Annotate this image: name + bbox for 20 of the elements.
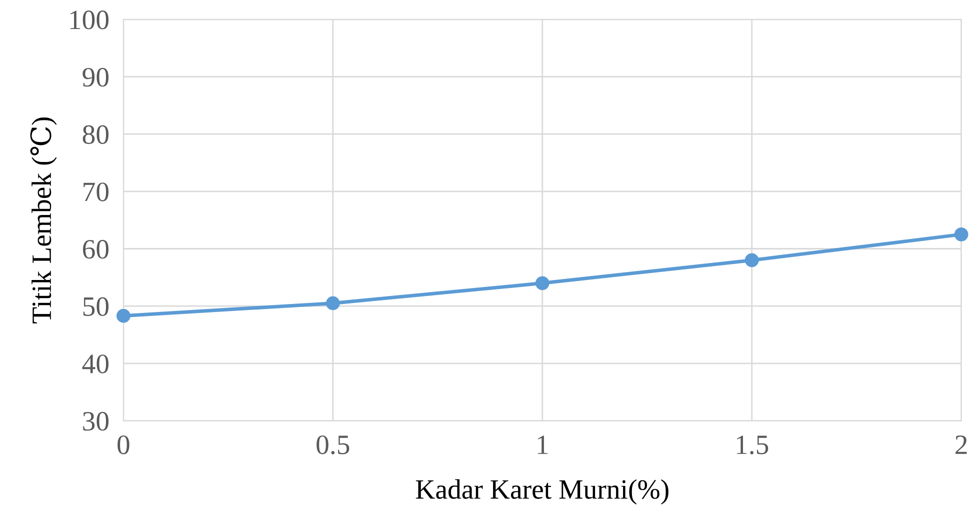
point xyxy=(116,308,130,323)
x-tick-label: 1 xyxy=(538,436,548,454)
point xyxy=(535,276,550,290)
point xyxy=(744,253,759,268)
point xyxy=(954,227,968,242)
y-tick-label: 100 xyxy=(70,10,108,30)
y-tick-label: 80 xyxy=(82,125,108,144)
y-tick-label: 40 xyxy=(82,354,108,374)
x-tick-label: 0.5 xyxy=(316,435,350,454)
x-tick-label: 0 xyxy=(118,435,130,454)
y-tick-label: 70 xyxy=(84,182,108,202)
x-axis-title: Kadar Karet Murni(%) xyxy=(416,479,668,504)
y-axis-title: Titik Lembek (℃) xyxy=(30,118,57,324)
point xyxy=(326,296,340,310)
y-tick-label: 30 xyxy=(83,412,108,431)
y-tick-label: 60 xyxy=(82,240,108,259)
y-tick-label: 90 xyxy=(82,68,108,87)
y-tick-label: 50 xyxy=(83,297,108,316)
x-tick-label: 2 xyxy=(956,436,967,454)
x-tick-label: 1.5 xyxy=(736,436,768,454)
